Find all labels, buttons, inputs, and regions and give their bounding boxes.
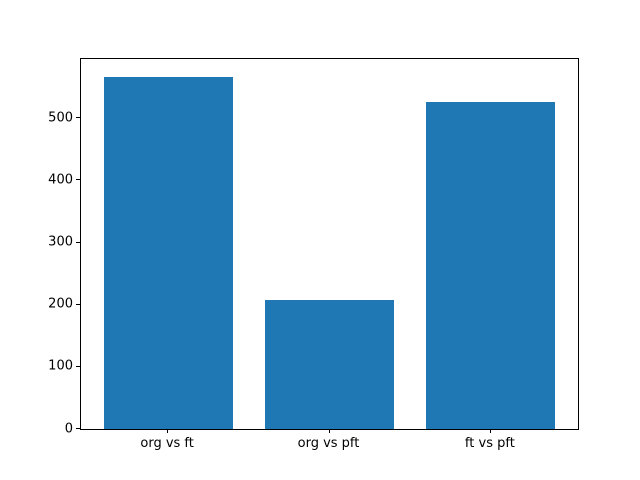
y-tick-mark [76, 117, 80, 119]
y-tick-mark [76, 303, 80, 305]
y-tick-label-0: 0 [64, 421, 73, 436]
x-tick-label-org-vs-pft: org vs pft [297, 436, 360, 451]
y-tick-label-100: 100 [48, 358, 73, 374]
x-tick-mark [489, 429, 491, 433]
y-tick-label-300: 300 [48, 234, 73, 250]
y-tick-mark [76, 179, 80, 181]
y-tick-mark [76, 428, 80, 429]
x-tick-label-org-vs-ft: org vs ft [140, 436, 194, 451]
x-tick-label-ft-vs-pft: ft vs pft [464, 436, 515, 451]
x-tick-mark [328, 429, 330, 433]
y-tick-mark [76, 241, 80, 243]
bar-org-vs-ft [103, 76, 233, 429]
y-tick-mark [76, 365, 80, 367]
bar-ft-vs-pft [426, 102, 556, 429]
bar-org-vs-pft [264, 300, 395, 429]
axes-plot-area [80, 58, 579, 430]
x-tick-mark [167, 429, 169, 433]
y-tick-label-200: 200 [48, 296, 73, 312]
y-tick-label-400: 400 [48, 172, 73, 188]
y-tick-label-500: 500 [48, 110, 73, 126]
